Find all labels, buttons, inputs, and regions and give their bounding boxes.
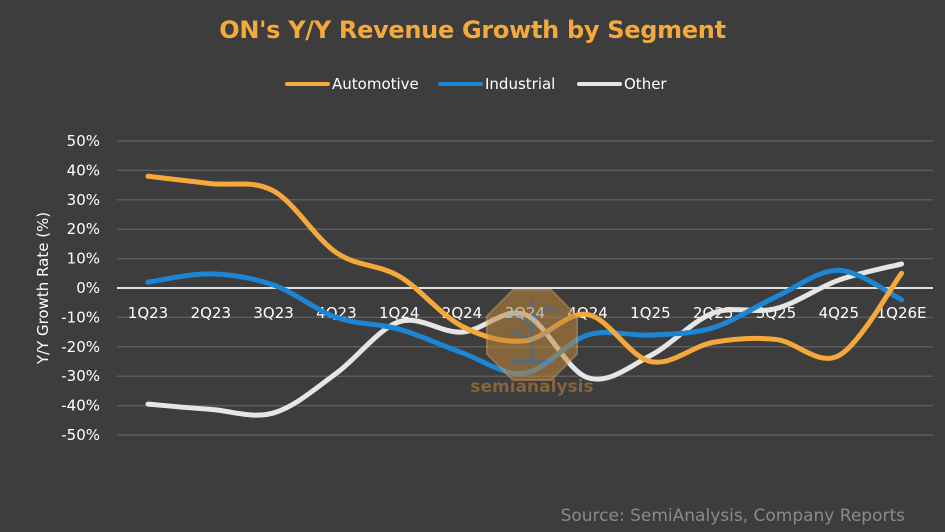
legend-item-industrial: Industrial [438,74,555,94]
y-tick-label: 40% [67,161,100,179]
y-axis-label: Y/Y Growth Rate (%) [34,212,52,365]
y-tick-label: 0% [76,279,100,297]
y-tick-label: -10% [61,308,100,326]
watermark-logo: semianalysis [470,289,594,397]
y-tick-label: 30% [67,191,100,209]
legend: Automotive Industrial Other [0,74,945,94]
y-tick-label: 20% [67,220,100,238]
x-tick-label: 1Q25 [630,304,670,322]
legend-label-other: Other [624,75,667,93]
legend-swatch-other [577,82,622,86]
x-tick-label: 2Q23 [191,304,231,322]
y-tick-label: 50% [67,132,100,150]
source-note: Source: SemiAnalysis, Company Reports [560,506,905,526]
legend-swatch-automotive [285,82,330,86]
y-tick-label: -30% [61,367,100,385]
x-tick-label: 4Q25 [819,304,859,322]
y-tick-label: 10% [67,250,100,268]
chart-title: ON's Y/Y Revenue Growth by Segment [219,16,726,44]
legend-item-automotive: Automotive [285,74,419,94]
watermark-tree-icon [506,298,558,364]
legend-label-industrial: Industrial [485,75,556,93]
y-tick-label: -50% [61,426,100,444]
legend-swatch-industrial [438,82,483,86]
x-tick-label: 1Q23 [128,304,168,322]
legend-label-automotive: Automotive [332,75,419,93]
y-tick-label: -40% [61,397,100,415]
legend-item-other: Other [577,74,667,94]
y-tick-labels: 50% 40% 30% 20% 10% 0% -10% -20% -30% -40% -50% [61,132,100,444]
watermark-text: semianalysis [470,377,593,397]
x-tick-label: 4Q23 [316,304,356,322]
y-tick-label: -20% [61,338,100,356]
x-tick-label: 3Q23 [253,304,293,322]
x-tick-label: 1Q24 [379,304,419,322]
x-tick-label: 1Q26E [877,304,927,322]
